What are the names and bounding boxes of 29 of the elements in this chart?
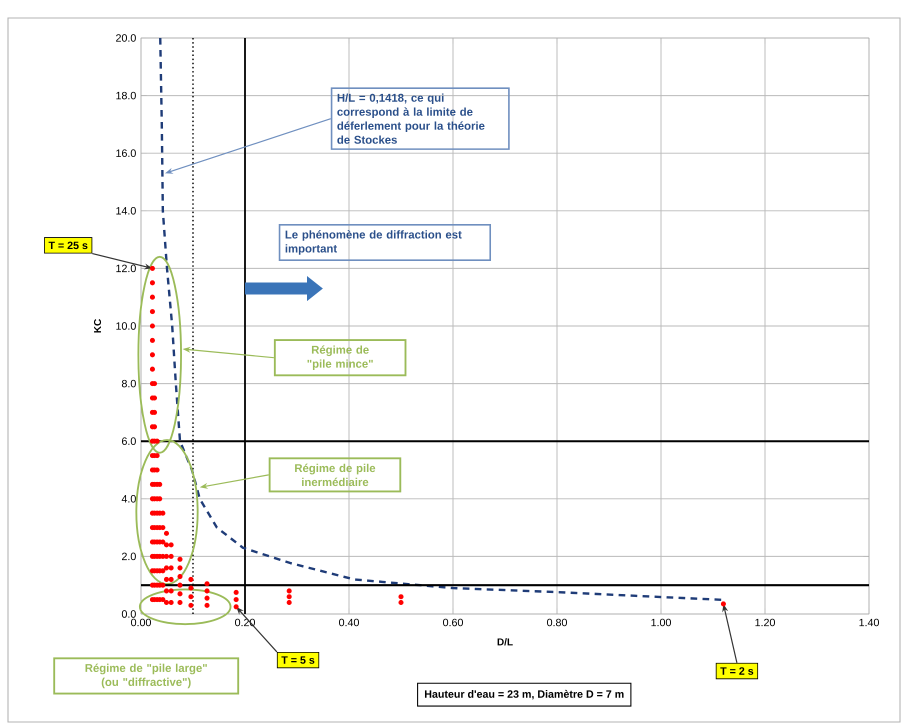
annotation: T = 2 s [720, 667, 754, 675]
x-tick-label: 1.40 [859, 618, 879, 626]
x-tick-label: 0.80 [547, 618, 567, 626]
y-tick-label: 18.0 [116, 92, 136, 100]
annotation: Le phénomène de diffraction est important [286, 230, 462, 255]
y-tick-label: 14.0 [116, 207, 136, 215]
y-tick-label: 4.0 [122, 495, 136, 503]
annotation: T = 5 s [281, 656, 314, 664]
y-tick-label: 16.0 [116, 149, 136, 157]
x-axis-title: D/L [498, 638, 513, 646]
x-tick-label: 1.00 [651, 618, 671, 626]
annotation: Régime de pile inermédiaire [295, 464, 376, 486]
y-tick-label: 2.0 [122, 552, 136, 560]
x-tick-label: 1.20 [755, 618, 775, 626]
y-tick-label: 6.0 [122, 437, 136, 445]
x-tick-label: 0.40 [339, 618, 359, 626]
y-tick-label: 12.0 [116, 264, 136, 272]
y-axis-title: KC [94, 319, 102, 333]
x-tick-label: 0.60 [443, 618, 463, 626]
text: Hauteur d'eau = 23 m, Diamètre D = 7 m [424, 690, 624, 700]
x-tick-label: 0.00 [131, 618, 151, 626]
annotation: Régime de "pile mince" [308, 345, 373, 370]
y-tick-label: 0.0 [122, 610, 136, 618]
text: Régime de "pile large" (ou "diffractive") [86, 664, 207, 688]
annotation: H/L = 0,1418, ce qui correspond à la limite de déferlement pour la théorie de Stockes [337, 93, 485, 144]
y-tick-label: 20.0 [116, 34, 136, 42]
y-tick-label: 8.0 [122, 380, 136, 388]
annotation: T = 25 s [48, 242, 88, 250]
y-tick-label: 10.0 [116, 322, 136, 330]
